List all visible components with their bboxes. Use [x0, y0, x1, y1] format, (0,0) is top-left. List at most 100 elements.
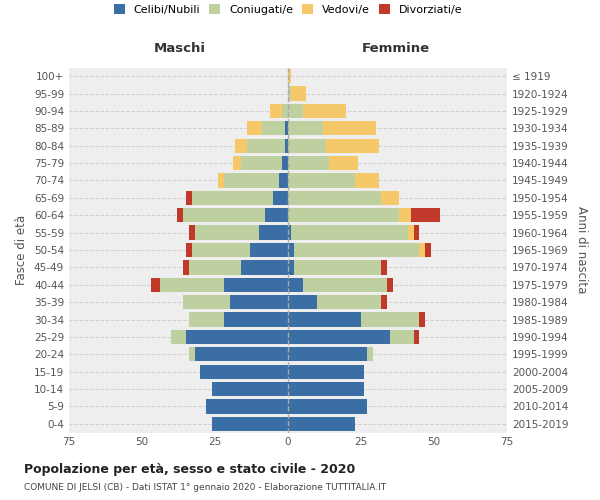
Bar	[194, 226, 288, 239]
Bar	[183, 295, 288, 310]
Bar	[279, 174, 288, 188]
Bar	[285, 121, 288, 136]
Bar	[288, 400, 367, 413]
Bar	[189, 347, 288, 362]
Bar	[200, 364, 288, 379]
Bar	[288, 138, 379, 153]
Bar	[171, 330, 288, 344]
Text: Popolazione per età, sesso e stato civile - 2020: Popolazione per età, sesso e stato civil…	[24, 462, 355, 475]
Bar	[288, 382, 364, 396]
Bar	[288, 243, 425, 257]
Bar	[189, 312, 288, 326]
Bar	[288, 226, 408, 239]
Legend: Celibi/Nubili, Coniugati/e, Vedovi/e, Divorziati/e: Celibi/Nubili, Coniugati/e, Vedovi/e, Di…	[109, 0, 467, 20]
Bar	[212, 382, 288, 396]
Bar	[189, 312, 288, 326]
Bar	[212, 416, 288, 431]
Bar	[259, 226, 288, 239]
Bar	[189, 347, 288, 362]
Bar	[288, 174, 355, 188]
Bar	[288, 330, 419, 344]
Bar	[186, 243, 288, 257]
Bar	[191, 190, 288, 205]
Bar	[282, 104, 288, 118]
Bar	[288, 312, 425, 326]
Bar	[288, 226, 291, 239]
Bar	[288, 190, 399, 205]
Bar	[274, 190, 288, 205]
Bar	[160, 278, 288, 292]
Bar	[288, 347, 373, 362]
Bar	[183, 295, 288, 310]
Bar	[212, 382, 288, 396]
Bar	[288, 330, 390, 344]
Bar	[247, 138, 288, 153]
Bar	[200, 364, 288, 379]
Bar	[224, 312, 288, 326]
Bar	[241, 156, 288, 170]
Bar	[288, 260, 382, 274]
Bar	[288, 226, 419, 239]
Bar	[218, 174, 288, 188]
Bar	[171, 330, 288, 344]
Bar	[288, 104, 302, 118]
Bar	[212, 416, 288, 431]
Bar	[288, 364, 364, 379]
Bar	[200, 364, 288, 379]
Text: COMUNE DI JELSI (CB) - Dati ISTAT 1° gennaio 2020 - Elaborazione TUTTITALIA.IT: COMUNE DI JELSI (CB) - Dati ISTAT 1° gen…	[24, 484, 386, 492]
Bar	[288, 260, 387, 274]
Bar	[224, 278, 288, 292]
Bar	[288, 382, 364, 396]
Bar	[288, 364, 364, 379]
Bar	[288, 156, 358, 170]
Bar	[288, 295, 382, 310]
Bar	[288, 208, 440, 222]
Bar	[271, 104, 288, 118]
Bar	[200, 364, 288, 379]
Bar	[233, 156, 288, 170]
Bar	[288, 382, 364, 396]
Bar	[262, 121, 288, 136]
Bar	[271, 104, 288, 118]
Bar	[288, 312, 361, 326]
Bar	[288, 190, 382, 205]
Bar	[288, 347, 373, 362]
Bar	[189, 347, 288, 362]
Bar	[288, 69, 291, 84]
Bar	[288, 382, 364, 396]
Bar	[230, 295, 288, 310]
Bar	[288, 121, 376, 136]
Bar	[183, 208, 288, 222]
Bar	[288, 278, 302, 292]
Bar	[288, 330, 413, 344]
Bar	[288, 278, 387, 292]
Bar	[288, 138, 326, 153]
Bar	[288, 416, 355, 431]
Bar	[288, 416, 355, 431]
Bar	[288, 104, 346, 118]
Bar	[288, 295, 382, 310]
Y-axis label: Anni di nascita: Anni di nascita	[575, 206, 588, 294]
Bar	[288, 156, 358, 170]
Bar	[288, 86, 291, 101]
Bar	[241, 260, 288, 274]
Bar	[206, 400, 288, 413]
Bar	[186, 190, 288, 205]
Bar	[288, 69, 291, 84]
Bar	[247, 121, 288, 136]
Bar	[189, 260, 288, 274]
Bar	[288, 104, 346, 118]
Bar	[186, 330, 288, 344]
Bar	[191, 243, 288, 257]
Bar	[218, 174, 288, 188]
Bar	[183, 208, 288, 222]
Bar	[191, 243, 288, 257]
Bar	[189, 312, 288, 326]
Bar	[194, 226, 288, 239]
Bar	[288, 86, 305, 101]
Bar	[288, 260, 294, 274]
Bar	[288, 400, 367, 413]
Bar	[183, 260, 288, 274]
Bar	[288, 400, 367, 413]
Bar	[171, 330, 288, 344]
